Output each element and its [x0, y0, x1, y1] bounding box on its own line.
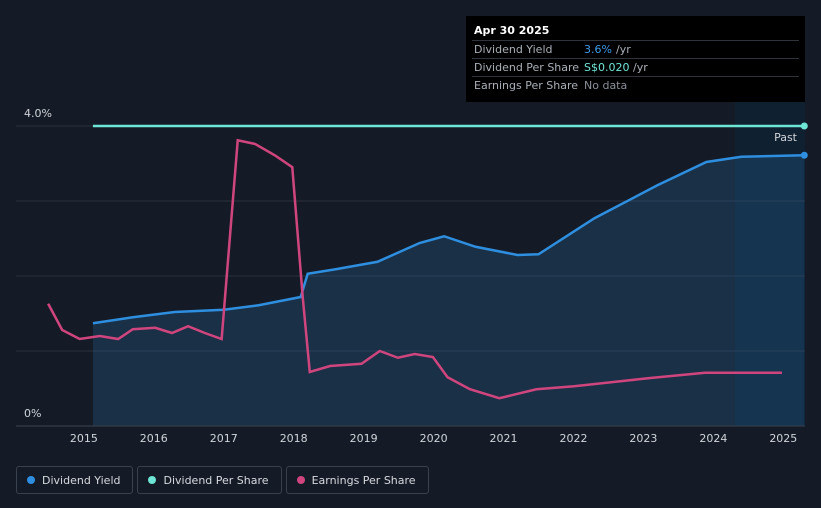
x-tick-label: 2017 — [210, 432, 238, 445]
x-tick-label: 2025 — [769, 432, 797, 445]
x-tick-label: 2016 — [140, 432, 168, 445]
tooltip: Apr 30 2025 Dividend Yield 3.6% /yr Dividend… — [466, 16, 805, 102]
tooltip-separator — [472, 40, 799, 41]
tooltip-separator — [472, 76, 799, 77]
series-line — [47, 138, 782, 400]
tooltip-separator — [472, 58, 799, 59]
x-tick-label: 2018 — [280, 432, 308, 445]
end-dot — [800, 122, 808, 130]
legend-item[interactable]: Dividend Yield — [16, 466, 134, 494]
tooltip-value: No data — [584, 79, 628, 92]
legend-item[interactable]: Earnings Per Share — [285, 466, 429, 494]
legend-item[interactable]: Dividend Per Share — [137, 466, 282, 494]
tooltip-label: Earnings Per Share — [474, 79, 579, 92]
y-tick-label: 0% — [24, 407, 41, 420]
legend-swatch — [296, 476, 305, 484]
end-dot — [800, 151, 808, 159]
legend: Dividend Yield Dividend Per Share Earnings… — [16, 466, 429, 494]
legend-label: Dividend Per Share — [163, 473, 269, 487]
area — [92, 155, 805, 426]
tooltip-unit: /yr — [633, 61, 648, 74]
x-tick-label: 2024 — [699, 432, 727, 445]
x-tick-label: 2015 — [70, 432, 98, 445]
tooltip-date: Apr 30 2025 — [474, 24, 550, 37]
x-tick-label: 2020 — [420, 432, 448, 445]
x-tick-label: 2022 — [559, 432, 587, 445]
tooltip-value: S$0.020 — [584, 61, 630, 74]
legend-swatch — [148, 476, 157, 484]
tooltip-label: Dividend Yield — [474, 43, 553, 56]
legend-label: Dividend Yield — [42, 473, 121, 487]
x-tick-label: 2019 — [350, 432, 378, 445]
x-tick-label: 2023 — [629, 432, 657, 445]
y-tick-label: 4.0% — [24, 107, 52, 120]
legend-label: Earnings Per Share — [311, 473, 416, 487]
legend-swatch — [27, 476, 35, 484]
x-tick-label: 2021 — [490, 432, 518, 445]
tooltip-unit: /yr — [616, 43, 631, 56]
tooltip-label: Dividend Per Share — [474, 61, 580, 74]
tooltip-value: 3.6% — [584, 43, 612, 56]
past-label: Past — [774, 131, 798, 144]
